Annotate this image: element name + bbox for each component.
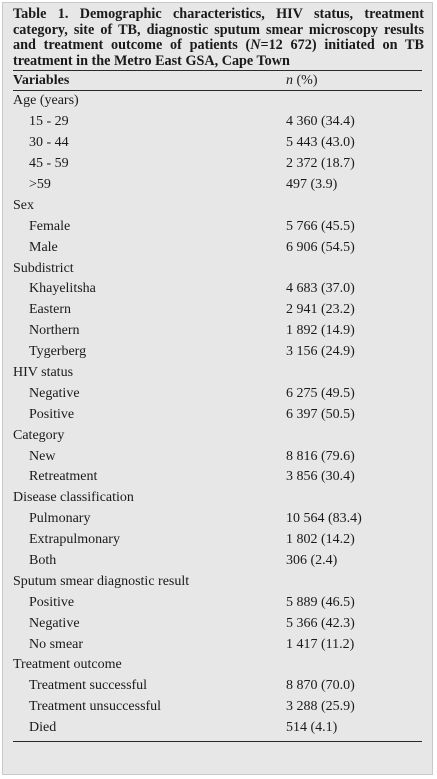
row-label: Khayelitsha	[29, 281, 96, 297]
row-value: 3 156 (24.9)	[286, 344, 355, 360]
table-row: Died 514 (4.1)	[13, 718, 422, 739]
row-label: Treatment unsuccessful	[29, 699, 162, 715]
row-value: 3 288 (25.9)	[286, 699, 355, 715]
row-value: 8 870 (70.0)	[286, 678, 355, 694]
table-row: Extrapulmonary 1 802 (14.2)	[13, 530, 422, 551]
row-value: 5 766 (45.5)	[286, 218, 355, 234]
table-row: Female 5 766 (45.5)	[13, 217, 422, 238]
section-label: Treatment outcome	[13, 657, 122, 673]
table-row: Treatment unsuccessful 3 288 (25.9)	[13, 697, 422, 718]
table-title: Table 1. Demographic characteristics, HI…	[13, 6, 424, 69]
table-row: No smear 1 417 (11.2)	[13, 635, 422, 656]
section-label: Sputum smear diagnostic result	[13, 573, 190, 589]
table-section-row: Sputum smear diagnostic result	[13, 572, 422, 593]
table-row: Khayelitsha 4 683 (37.0)	[13, 279, 422, 300]
row-value: 2 941 (23.2)	[286, 302, 355, 318]
row-value: 5 366 (42.3)	[286, 615, 355, 631]
table-row: >59 497 (3.9)	[13, 175, 422, 196]
row-label: 45 - 59	[29, 156, 69, 172]
row-label: No smear	[29, 636, 84, 652]
row-value: 5 889 (46.5)	[286, 594, 355, 610]
table-row: Northern 1 892 (14.9)	[13, 321, 422, 342]
section-label: Subdistrict	[13, 260, 74, 276]
section-label: Age (years)	[13, 93, 79, 109]
row-label: Retreatment	[29, 469, 98, 485]
row-label: Female	[29, 218, 71, 234]
table-row: New 8 816 (79.6)	[13, 447, 422, 468]
table-section-row: Category	[13, 426, 422, 447]
row-label: Northern	[29, 323, 80, 339]
row-label: 15 - 29	[29, 114, 69, 130]
row-label: Negative	[29, 385, 80, 401]
table-row: Pulmonary 10 564 (83.4)	[13, 509, 422, 530]
row-value: 4 360 (34.4)	[286, 114, 355, 130]
row-value: 6 906 (54.5)	[286, 239, 355, 255]
row-label: Negative	[29, 615, 80, 631]
row-label: Both	[29, 552, 57, 568]
title-n-symbol: N	[250, 37, 261, 54]
row-label: New	[29, 448, 56, 464]
bottom-rule	[13, 740, 422, 742]
header-n-percent: n (%)	[286, 71, 318, 90]
title-suffix: =12 672) initiated on TB treatment in th…	[13, 37, 424, 69]
table-row: Positive 5 889 (46.5)	[13, 593, 422, 614]
table-section-row: Disease classification	[13, 488, 422, 509]
section-label: HIV status	[13, 364, 74, 380]
row-value: 5 443 (43.0)	[286, 135, 355, 151]
row-label: Pulmonary	[29, 511, 91, 527]
row-label: Extrapulmonary	[29, 532, 120, 548]
table-header: Variables n (%)	[13, 71, 422, 90]
table-row: Treatment successful 8 870 (70.0)	[13, 676, 422, 697]
section-label: Category	[13, 427, 65, 443]
table-section-row: Subdistrict	[13, 259, 422, 280]
row-label: >59	[29, 176, 51, 192]
table-row: Male 6 906 (54.5)	[13, 238, 422, 259]
table-row: Both 306 (2.4)	[13, 551, 422, 572]
table-section-row: HIV status	[13, 363, 422, 384]
row-label: Male	[29, 239, 58, 255]
row-label: Positive	[29, 594, 75, 610]
row-value: 497 (3.9)	[286, 176, 338, 192]
row-value: 2 372 (18.7)	[286, 156, 355, 172]
row-label: Positive	[29, 406, 75, 422]
row-value: 1 892 (14.9)	[286, 323, 355, 339]
header-rule	[13, 90, 422, 92]
row-value: 1 417 (11.2)	[286, 636, 355, 652]
header-variables: Variables	[13, 73, 70, 89]
table-section-row: Treatment outcome	[13, 655, 422, 676]
row-value: 3 856 (30.4)	[286, 469, 355, 485]
header-n: n	[286, 73, 293, 89]
row-value: 306 (2.4)	[286, 552, 338, 568]
table-row: Negative 5 366 (42.3)	[13, 614, 422, 635]
table-row: Negative 6 275 (49.5)	[13, 384, 422, 405]
table-row: 15 - 29 4 360 (34.4)	[13, 112, 422, 133]
row-label: Treatment successful	[29, 678, 148, 694]
row-label: Died	[29, 720, 57, 736]
row-value: 514 (4.1)	[286, 720, 338, 736]
table-section-row: Age (years)	[13, 91, 422, 112]
table-row: Tygerberg 3 156 (24.9)	[13, 342, 422, 363]
table-body: Age (years) 15 - 29 4 360 (34.4) 30 - 44 5 4…	[13, 91, 422, 739]
header-percent: (%)	[293, 73, 318, 89]
section-label: Disease classification	[13, 490, 134, 506]
table-row: Retreatment 3 856 (30.4)	[13, 467, 422, 488]
row-value: 4 683 (37.0)	[286, 281, 355, 297]
table-section-row: Sex	[13, 196, 422, 217]
row-value: 8 816 (79.6)	[286, 448, 355, 464]
table-row: 45 - 59 2 372 (18.7)	[13, 154, 422, 175]
row-label: 30 - 44	[29, 135, 69, 151]
row-value: 6 275 (49.5)	[286, 385, 355, 401]
top-rule	[13, 70, 422, 72]
table-row: 30 - 44 5 443 (43.0)	[13, 133, 422, 154]
title-prefix: Table 1. Demographic characteristics, HI…	[13, 6, 424, 54]
table-row: Positive 6 397 (50.5)	[13, 405, 422, 426]
row-label: Eastern	[29, 302, 71, 318]
section-label: Sex	[13, 197, 34, 213]
table-row: Eastern 2 941 (23.2)	[13, 300, 422, 321]
row-value: 10 564 (83.4)	[286, 511, 362, 527]
row-value: 6 397 (50.5)	[286, 406, 355, 422]
row-label: Tygerberg	[29, 344, 87, 360]
table-panel: Table 1. Demographic characteristics, HI…	[2, 2, 433, 775]
row-value: 1 802 (14.2)	[286, 532, 355, 548]
